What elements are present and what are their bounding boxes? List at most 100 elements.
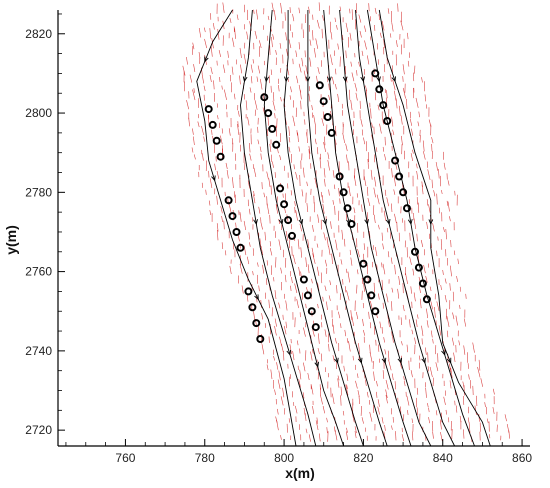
velocity-vector <box>354 431 357 439</box>
velocity-vector <box>277 379 281 389</box>
velocity-vector <box>401 434 404 442</box>
data-point <box>224 196 233 205</box>
velocity-vector <box>452 312 455 320</box>
velocity-vector <box>416 163 418 169</box>
velocity-vector <box>385 389 388 399</box>
velocity-vector <box>340 323 342 329</box>
data-point <box>347 220 356 228</box>
streamline-arrow <box>421 357 426 364</box>
velocity-vectors <box>182 2 510 442</box>
velocity-vector <box>335 68 337 75</box>
velocity-vector <box>449 283 451 291</box>
streamline-arrow <box>278 219 284 226</box>
velocity-vector <box>247 180 251 189</box>
velocity-vector <box>259 238 262 247</box>
velocity-vector <box>383 210 386 221</box>
velocity-vector <box>463 345 466 355</box>
velocity-vector <box>288 418 290 423</box>
velocity-vector <box>391 203 393 213</box>
velocity-vector <box>311 247 315 258</box>
velocity-vector <box>397 288 400 299</box>
velocity-vector <box>277 147 279 154</box>
velocity-vector <box>261 313 263 320</box>
velocity-vector <box>220 206 223 214</box>
velocity-vector <box>312 253 316 264</box>
velocity-vector <box>342 133 345 144</box>
velocity-vector <box>280 2 283 14</box>
velocity-vector <box>345 22 349 33</box>
velocity-vector <box>295 171 298 180</box>
velocity-vector <box>339 6 341 12</box>
velocity-vector <box>296 130 298 136</box>
velocity-vector <box>363 68 366 75</box>
velocity-vector <box>273 355 275 361</box>
velocity-vector <box>440 284 442 291</box>
velocity-vector <box>258 285 260 292</box>
velocity-vector <box>209 178 213 188</box>
velocity-vector <box>413 292 416 302</box>
velocity-vector <box>346 338 349 343</box>
velocity-vector <box>492 388 495 395</box>
velocity-vector <box>357 248 360 258</box>
data-point <box>391 156 400 165</box>
velocity-vector <box>209 28 211 39</box>
velocity-vector <box>293 402 295 407</box>
velocity-vector <box>352 355 354 361</box>
velocity-vector <box>328 246 331 256</box>
velocity-vector <box>410 370 413 378</box>
velocity-vector <box>249 208 251 215</box>
velocity-vector <box>356 70 358 76</box>
velocity-vector <box>234 28 236 39</box>
streamline-arrow <box>376 76 381 83</box>
x-tick-label: 820 <box>353 451 373 465</box>
velocity-vector <box>426 161 428 168</box>
velocity-vector <box>213 23 215 30</box>
velocity-vector <box>445 228 447 240</box>
velocity-vector <box>322 405 325 414</box>
velocity-vector <box>351 72 355 82</box>
velocity-vector <box>359 30 362 38</box>
velocity-vector <box>334 138 337 145</box>
velocity-vector <box>441 189 443 195</box>
y-tick-label: 2740 <box>25 344 52 358</box>
velocity-vector <box>346 427 348 433</box>
velocity-vector <box>443 162 446 170</box>
velocity-vector <box>203 136 205 142</box>
streamline-arrow <box>211 175 216 182</box>
velocity-vector <box>425 347 427 355</box>
velocity-vector <box>379 321 382 329</box>
data-point <box>319 97 328 106</box>
velocity-vector <box>450 239 452 248</box>
velocity-vector <box>455 315 458 326</box>
velocity-vector <box>349 249 351 256</box>
x-tick-label: 780 <box>195 451 215 465</box>
velocity-vector <box>302 392 305 399</box>
velocity-vector <box>318 2 320 11</box>
axes <box>57 10 530 447</box>
velocity-vector <box>266 171 269 180</box>
velocity-vector <box>344 286 347 293</box>
velocity-vector <box>381 279 384 291</box>
velocity-vector <box>274 318 277 327</box>
velocity-vector <box>463 429 465 439</box>
velocity-vector <box>403 376 405 381</box>
velocity-vector <box>298 42 300 50</box>
velocity-vector <box>415 319 418 327</box>
velocity-vector <box>409 118 413 126</box>
velocity-vector <box>278 218 281 224</box>
velocity-vector <box>429 366 433 378</box>
velocity-vector <box>363 137 366 145</box>
data-point <box>244 287 253 296</box>
velocity-vector <box>351 316 354 326</box>
velocity-vector <box>300 100 302 110</box>
velocity-vector <box>350 99 353 111</box>
velocity-vector <box>221 242 224 250</box>
velocity-vector <box>221 128 223 134</box>
velocity-vector <box>402 304 405 312</box>
velocity-vector <box>238 235 240 242</box>
velocity-vector <box>422 140 425 152</box>
data-point <box>414 263 423 272</box>
data-point <box>228 212 237 221</box>
velocity-vector <box>401 135 403 146</box>
velocity-vector <box>345 143 348 152</box>
